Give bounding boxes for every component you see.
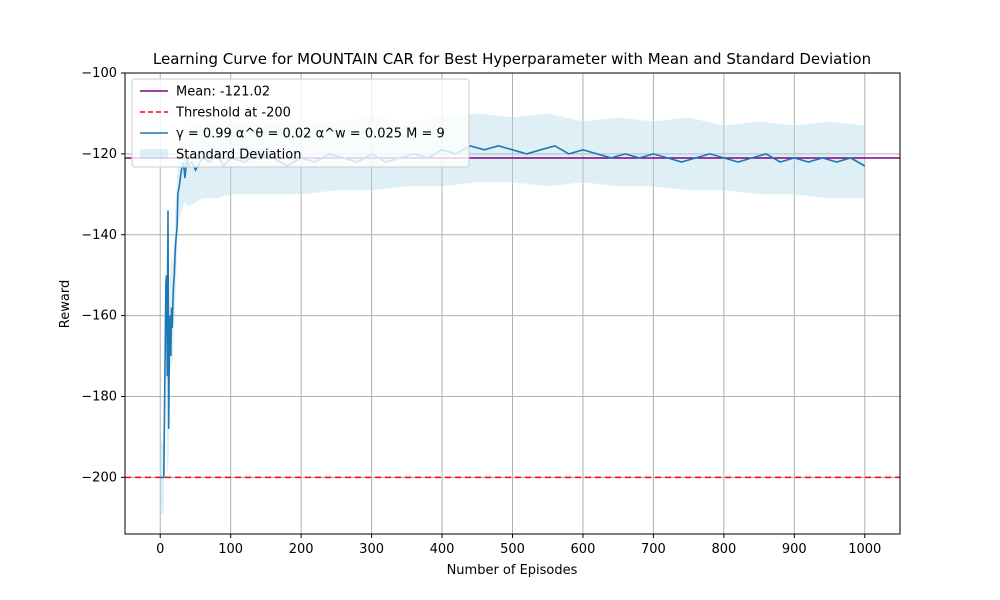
x-tick-label: 300 [359,542,384,557]
legend-label: Standard Deviation [176,148,301,163]
y-axis-ticks: −200 −180 −160 −140 −120 −100 [81,66,125,485]
y-tick-label: −180 [81,390,117,405]
x-tick-label: 700 [641,542,666,557]
y-tick-label: −200 [81,470,117,485]
x-tick-label: 1000 [848,542,881,557]
legend-label: Threshold at -200 [175,106,291,121]
x-tick-label: 800 [711,542,736,557]
y-tick-label: −140 [81,228,117,243]
legend-box [131,78,470,168]
y-axis-label: Reward [58,280,73,328]
y-tick-label: −100 [81,66,117,81]
y-tick-label: −120 [81,147,117,162]
x-axis-ticks: 0 100 200 300 400 500 600 700 800 900 1000 [156,534,881,557]
x-tick-label: 200 [289,542,314,557]
x-tick-label: 600 [571,542,596,557]
x-tick-label: 0 [156,542,164,557]
x-tick-label: 100 [218,542,243,557]
x-axis-label: Number of Episodes [447,563,578,578]
legend-swatch-band [140,149,168,159]
legend: Mean: -121.02 Threshold at -200 γ = 0.99 α… [131,78,470,168]
x-tick-label: 900 [782,542,807,557]
legend-label: γ = 0.99 α^θ = 0.02 α^w = 0.025 M = 9 [176,127,445,142]
x-tick-label: 500 [500,542,525,557]
x-tick-label: 400 [430,542,455,557]
y-tick-label: −160 [81,309,117,324]
chart-title: Learning Curve for MOUNTAIN CAR for Best… [153,50,871,68]
legend-label: Mean: -121.02 [176,85,270,100]
